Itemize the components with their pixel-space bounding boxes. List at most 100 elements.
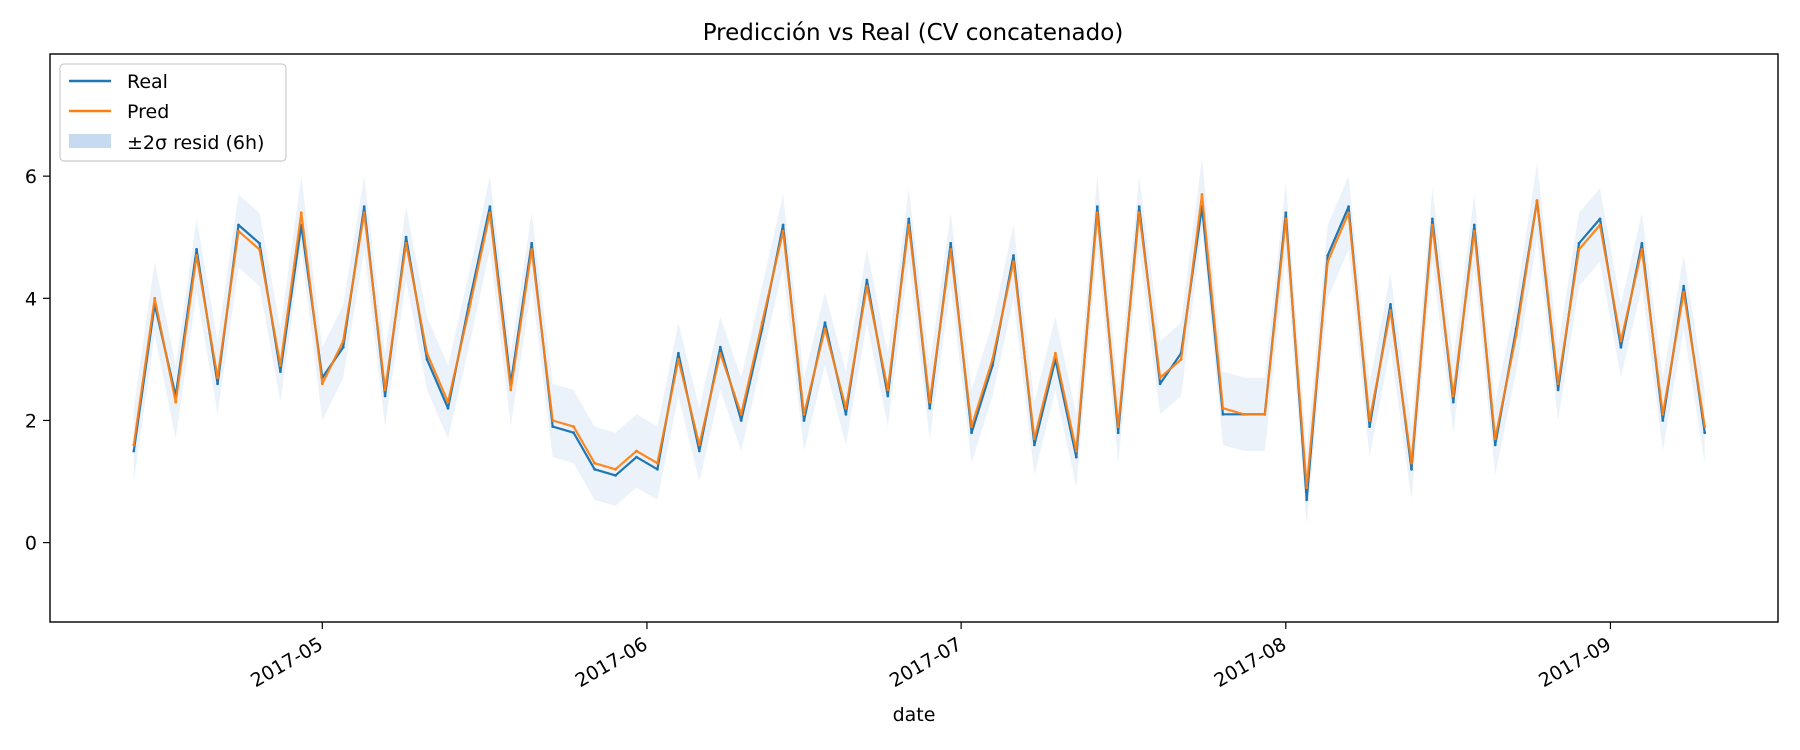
series-point-pred	[697, 443, 701, 447]
series-point-pred	[865, 284, 869, 288]
series-point-pred	[1514, 333, 1518, 337]
series-point-pred	[404, 241, 408, 245]
series-point-pred	[1263, 412, 1267, 416]
series-point-real	[1033, 443, 1036, 447]
series-point-real	[1410, 467, 1413, 471]
series-point-real	[928, 406, 932, 410]
series-point-real	[572, 431, 575, 435]
series-point-real	[132, 449, 136, 453]
series-point-pred	[174, 400, 178, 404]
series-point-pred	[446, 400, 450, 404]
series-point-real	[216, 382, 220, 386]
series-point-pred	[1095, 211, 1099, 215]
y-axis: 0 2 4 6	[25, 166, 50, 555]
series-point-pred	[299, 211, 303, 215]
series-point-real	[362, 205, 366, 209]
series-point-real	[865, 278, 869, 282]
series-point-real	[1661, 419, 1665, 422]
series-point-real	[1305, 498, 1309, 502]
y-tick-label: 6	[25, 166, 37, 188]
series-point-real	[697, 449, 701, 453]
series-line-pred	[132, 193, 1706, 489]
legend-label-real: Real	[127, 71, 168, 93]
series-point-pred	[425, 351, 429, 355]
series-point-pred	[635, 449, 638, 453]
series-point-pred	[656, 461, 659, 465]
series-point-real	[907, 217, 911, 221]
series-point-pred	[1493, 437, 1497, 441]
series-point-real	[1389, 303, 1392, 306]
series-point-pred	[467, 309, 471, 312]
series-point-real	[739, 419, 743, 422]
series-point-real	[1640, 241, 1644, 245]
series-point-real	[1095, 205, 1099, 209]
chart-title: Predicción vs Real (CV concatenado)	[703, 20, 1124, 46]
series-point-real	[1556, 388, 1560, 392]
series-point-real	[1347, 205, 1350, 209]
series-point-real	[1137, 205, 1141, 209]
series-point-pred	[572, 425, 575, 428]
series-point-real	[949, 241, 953, 245]
series-point-real	[341, 345, 345, 349]
series-point-pred	[279, 364, 282, 367]
series-point-real	[446, 406, 450, 410]
legend-swatch-band	[69, 134, 111, 148]
series-point-real	[1472, 223, 1476, 227]
series-point-pred	[970, 425, 973, 428]
series-point-pred	[1410, 461, 1413, 465]
series-point-real	[425, 358, 429, 361]
series-point-real	[1074, 455, 1078, 459]
series-point-pred	[1389, 309, 1392, 312]
series-point-pred	[195, 254, 199, 257]
series-point-pred	[907, 223, 911, 227]
series-point-real	[1431, 217, 1434, 221]
series-point-real	[237, 223, 240, 227]
series-point-real	[886, 394, 890, 398]
series-point-pred	[1137, 211, 1141, 215]
series-point-pred	[1368, 419, 1371, 422]
series-point-real	[802, 419, 806, 422]
series-point-pred	[1577, 248, 1581, 251]
series-point-pred	[320, 382, 324, 386]
series-point-pred	[718, 351, 722, 355]
series-point-real	[258, 241, 261, 245]
series-point-pred	[1221, 406, 1225, 410]
series-point-real	[404, 235, 408, 239]
series-point-pred	[488, 211, 492, 215]
series-point-pred	[1033, 437, 1036, 441]
x-axis-label: date	[893, 704, 936, 726]
series-point-pred	[1556, 382, 1560, 386]
series-point-pred	[132, 443, 136, 447]
series-point-pred	[1347, 211, 1350, 215]
series-point-pred	[1074, 449, 1078, 453]
series-point-pred	[928, 400, 932, 404]
series-point-real	[635, 455, 638, 459]
series-point-pred	[844, 406, 848, 410]
series-point-pred	[1703, 425, 1707, 428]
series-point-pred	[1535, 199, 1539, 203]
series-point-pred	[258, 248, 261, 251]
series-point-real	[844, 412, 848, 416]
series-point-real	[1158, 382, 1162, 386]
legend-box	[59, 63, 287, 162]
series-point-pred	[886, 388, 890, 392]
series-point-pred	[1682, 290, 1686, 294]
series-point-real	[1703, 431, 1707, 435]
series-point-pred	[216, 376, 220, 380]
series-point-pred	[1598, 223, 1602, 227]
series-point-pred	[1305, 486, 1309, 489]
series-point-real	[718, 345, 722, 349]
y-tick-label: 2	[25, 410, 37, 432]
series-point-real	[1493, 443, 1497, 447]
series-point-real	[970, 431, 973, 435]
plot-frame	[49, 53, 1779, 623]
series-point-pred	[1431, 223, 1434, 227]
series-point-pred	[530, 248, 534, 251]
series-point-pred	[237, 229, 240, 233]
series-point-real	[1116, 431, 1120, 435]
series-point-pred	[362, 211, 366, 215]
series-point-real	[1368, 425, 1371, 428]
series-point-pred	[760, 321, 764, 325]
